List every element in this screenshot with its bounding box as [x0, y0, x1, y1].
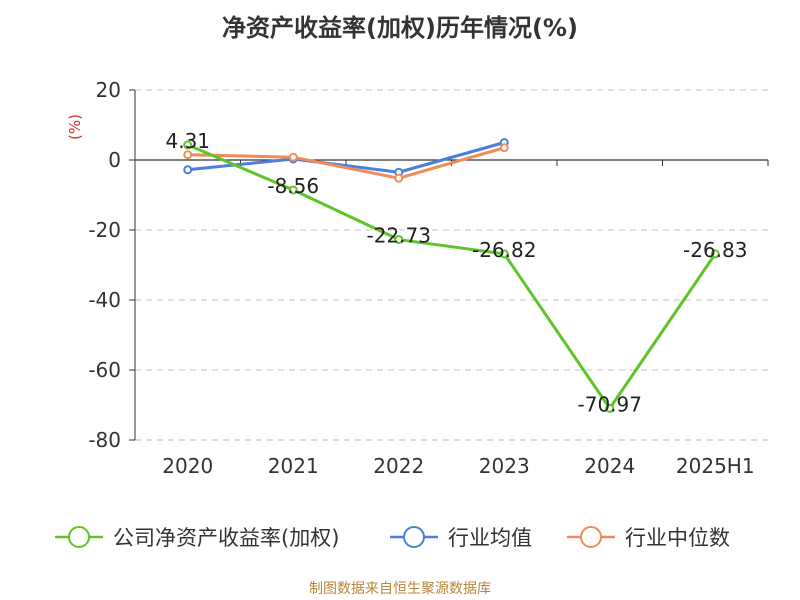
- data-point: [499, 143, 509, 153]
- data-point: [183, 165, 193, 175]
- y-tick-label: -60: [88, 358, 121, 382]
- series-line-2: [187, 146, 505, 180]
- data-point: [710, 249, 720, 259]
- legend-marker: [68, 526, 90, 548]
- x-tick-label: 2021: [268, 454, 319, 478]
- y-axis-label: (%): [66, 114, 84, 140]
- data-point: [183, 150, 193, 160]
- legend-marker: [580, 526, 602, 548]
- data-label: -8.56: [267, 174, 319, 198]
- x-tick-label: 2024: [584, 454, 635, 478]
- y-tick-label: -20: [88, 218, 121, 242]
- legend-label: 公司净资产收益率(加权): [113, 526, 339, 550]
- x-tick-label: 2025H1: [676, 454, 755, 478]
- source-note: 制图数据来自恒生聚源数据库: [309, 581, 491, 597]
- legend-marker: [403, 526, 425, 548]
- y-tick-label: 20: [96, 78, 121, 102]
- data-point: [605, 403, 615, 413]
- chart-title: 净资产收益率(加权)历年情况(%): [222, 14, 578, 42]
- data-point: [288, 152, 298, 162]
- data-point: [394, 235, 404, 245]
- y-tick-label: -80: [88, 428, 121, 452]
- data-point: [394, 173, 404, 183]
- data-label: -26.83: [683, 238, 747, 262]
- x-tick-label: 2022: [373, 454, 424, 478]
- legend-label: 行业均值: [448, 526, 532, 550]
- legend-label: 行业中位数: [625, 526, 730, 550]
- data-label: 4.31: [165, 129, 210, 153]
- data-label: -26.82: [472, 238, 536, 262]
- data-label: -70.97: [578, 392, 642, 416]
- data-point: [499, 249, 509, 259]
- x-tick-label: 2020: [162, 454, 213, 478]
- series-line-0: [187, 143, 717, 410]
- y-tick-label: 0: [108, 148, 121, 172]
- data-point: [288, 185, 298, 195]
- y-tick-label: -40: [88, 288, 121, 312]
- x-tick-label: 2023: [479, 454, 530, 478]
- series-line-1: [187, 141, 505, 174]
- data-label: -22.73: [367, 224, 431, 248]
- data-point: [183, 140, 193, 150]
